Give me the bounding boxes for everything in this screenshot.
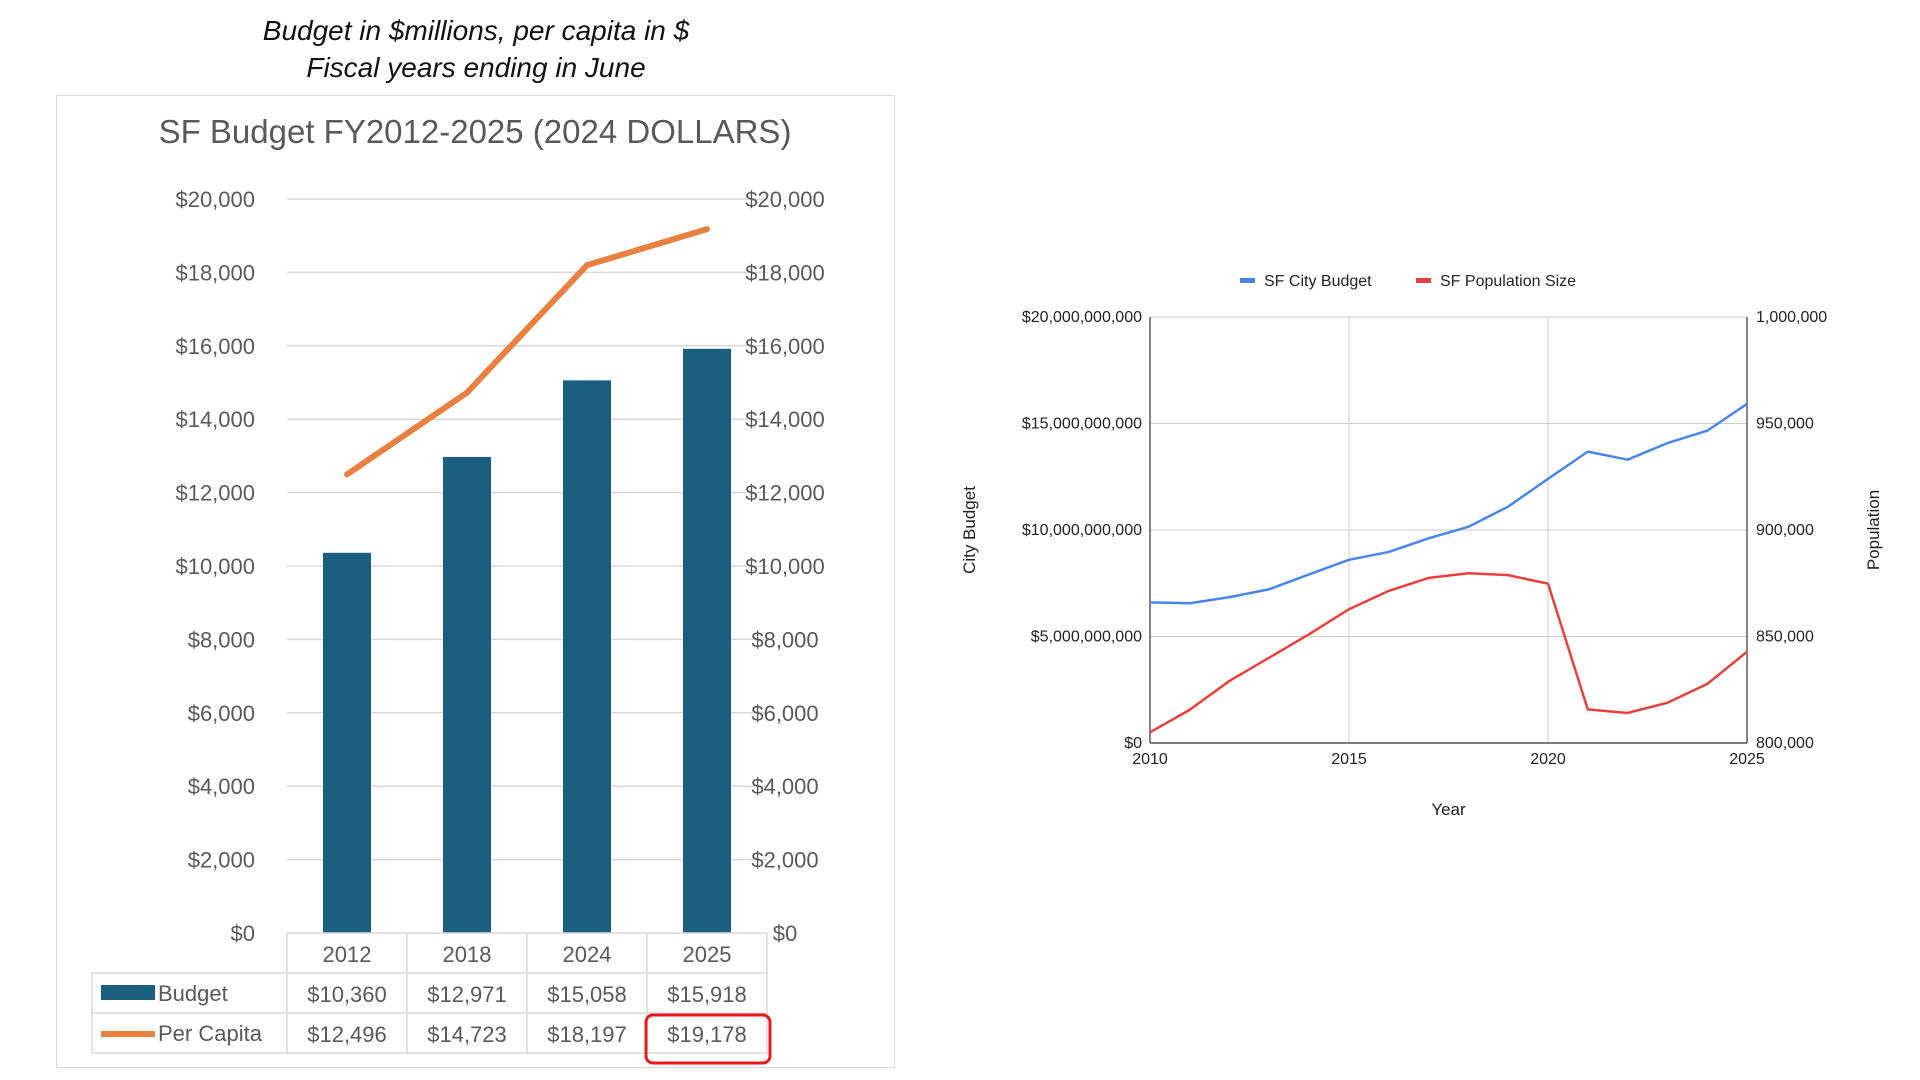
budget-data-label: $10,360 [307,982,387,1007]
y2-axis-title: Population [1864,490,1883,570]
highlight-box [644,1013,772,1065]
legend-key-population [1416,278,1431,283]
y-tick-label: $0 [1124,735,1142,752]
x-tick-label: 2015 [1331,751,1367,768]
y-tick-label: $10,000 [175,554,255,579]
y2-tick-label: $12,000 [745,481,825,506]
budget-bar [443,456,491,933]
y-tick-label: $16,000 [175,334,255,359]
y2-tick-label: $18,000 [745,260,825,285]
y-tick-label: $10,000,000,000 [1022,522,1142,539]
budget-bar [563,380,611,933]
budget-legend-label: Budget [158,981,228,1006]
population-line [1149,571,1748,734]
per-capita-data-label: $19,178 [667,1022,747,1047]
x-tick-label: 2025 [1729,751,1765,768]
per-capita-data-label: $18,197 [547,1022,627,1047]
budget-population-chart-svg: SF City Budget SF Population Size $0 $5,000… [960,273,1883,819]
y2-tick-label: $8,000 [751,627,818,652]
per-capita-line [344,226,710,478]
legend-label-budget: SF City Budget [1264,273,1372,290]
x-axis-title: Year [1431,800,1466,819]
budget-data-label: $12,971 [427,982,507,1007]
budget-per-capita-chart: SF Budget FY2012-2025 (2024 DOLLARS) $0 $2… [56,95,895,1068]
per-capita-data-label: $12,496 [307,1022,387,1047]
y-tick-label: $20,000 [175,187,255,212]
y2-tick-label: $2,000 [751,848,818,873]
per-capita-data-label: $14,723 [427,1022,507,1047]
x-tick-label: 2020 [1530,751,1566,768]
caption-line-1: Budget in $millions, per capita in $ [262,15,690,46]
per-capita-legend-label: Per Capita [158,1021,263,1046]
budget-bar [323,552,371,933]
chart-title: SF Budget FY2012-2025 (2024 DOLLARS) [159,113,792,150]
y-tick-label: $20,000,000,000 [1022,309,1142,326]
y-tick-label: $15,000,000,000 [1022,416,1142,433]
budget-chart-svg: SF Budget FY2012-2025 (2024 DOLLARS) $0 $2… [91,113,825,1065]
y2-tick-label: $16,000 [745,334,825,359]
x-tick-label: 2024 [563,942,612,967]
budget-bar [683,348,731,933]
caption-line-2: Fiscal years ending in June [306,52,646,83]
y2-tick-label: 950,000 [1756,416,1814,433]
y-tick-label: $14,000 [175,407,255,432]
y2-tick-label: $4,000 [751,774,818,799]
x-tick-label: 2010 [1132,751,1168,768]
y2-tick-label: $0 [773,921,797,946]
y2-tick-label: 850,000 [1756,629,1814,646]
y-tick-label: $18,000 [175,260,255,285]
y-tick-label: $12,000 [175,481,255,506]
y2-tick-label: $10,000 [745,554,825,579]
budget-data-label: $15,058 [547,982,627,1007]
y2-tick-label: 900,000 [1756,522,1814,539]
y-axis-title: City Budget [960,486,979,574]
y-tick-label: $0 [231,921,255,946]
y2-tick-label: 1,000,000 [1756,309,1827,326]
y-tick-label: $5,000,000,000 [1031,629,1142,646]
x-tick-label: 2018 [443,942,492,967]
y2-tick-label: $6,000 [751,701,818,726]
y-tick-label: $8,000 [188,627,255,652]
y2-tick-label: $14,000 [745,407,825,432]
y-tick-label: $4,000 [188,774,255,799]
legend-label-population: SF Population Size [1440,273,1576,290]
legend-key-budget [1240,278,1255,283]
chart-caption: Budget in $millions, per capita in $ Fis… [57,12,895,86]
x-tick-label: 2025 [683,942,732,967]
x-tick-label: 2012 [323,942,372,967]
y-tick-label: $6,000 [188,701,255,726]
y2-tick-label: $20,000 [745,187,825,212]
y2-tick-label: 800,000 [1756,735,1814,752]
budget-data-label: $15,918 [667,982,747,1007]
y-tick-label: $2,000 [188,848,255,873]
budget-line [1149,402,1748,605]
budget-legend-key [101,985,155,1000]
